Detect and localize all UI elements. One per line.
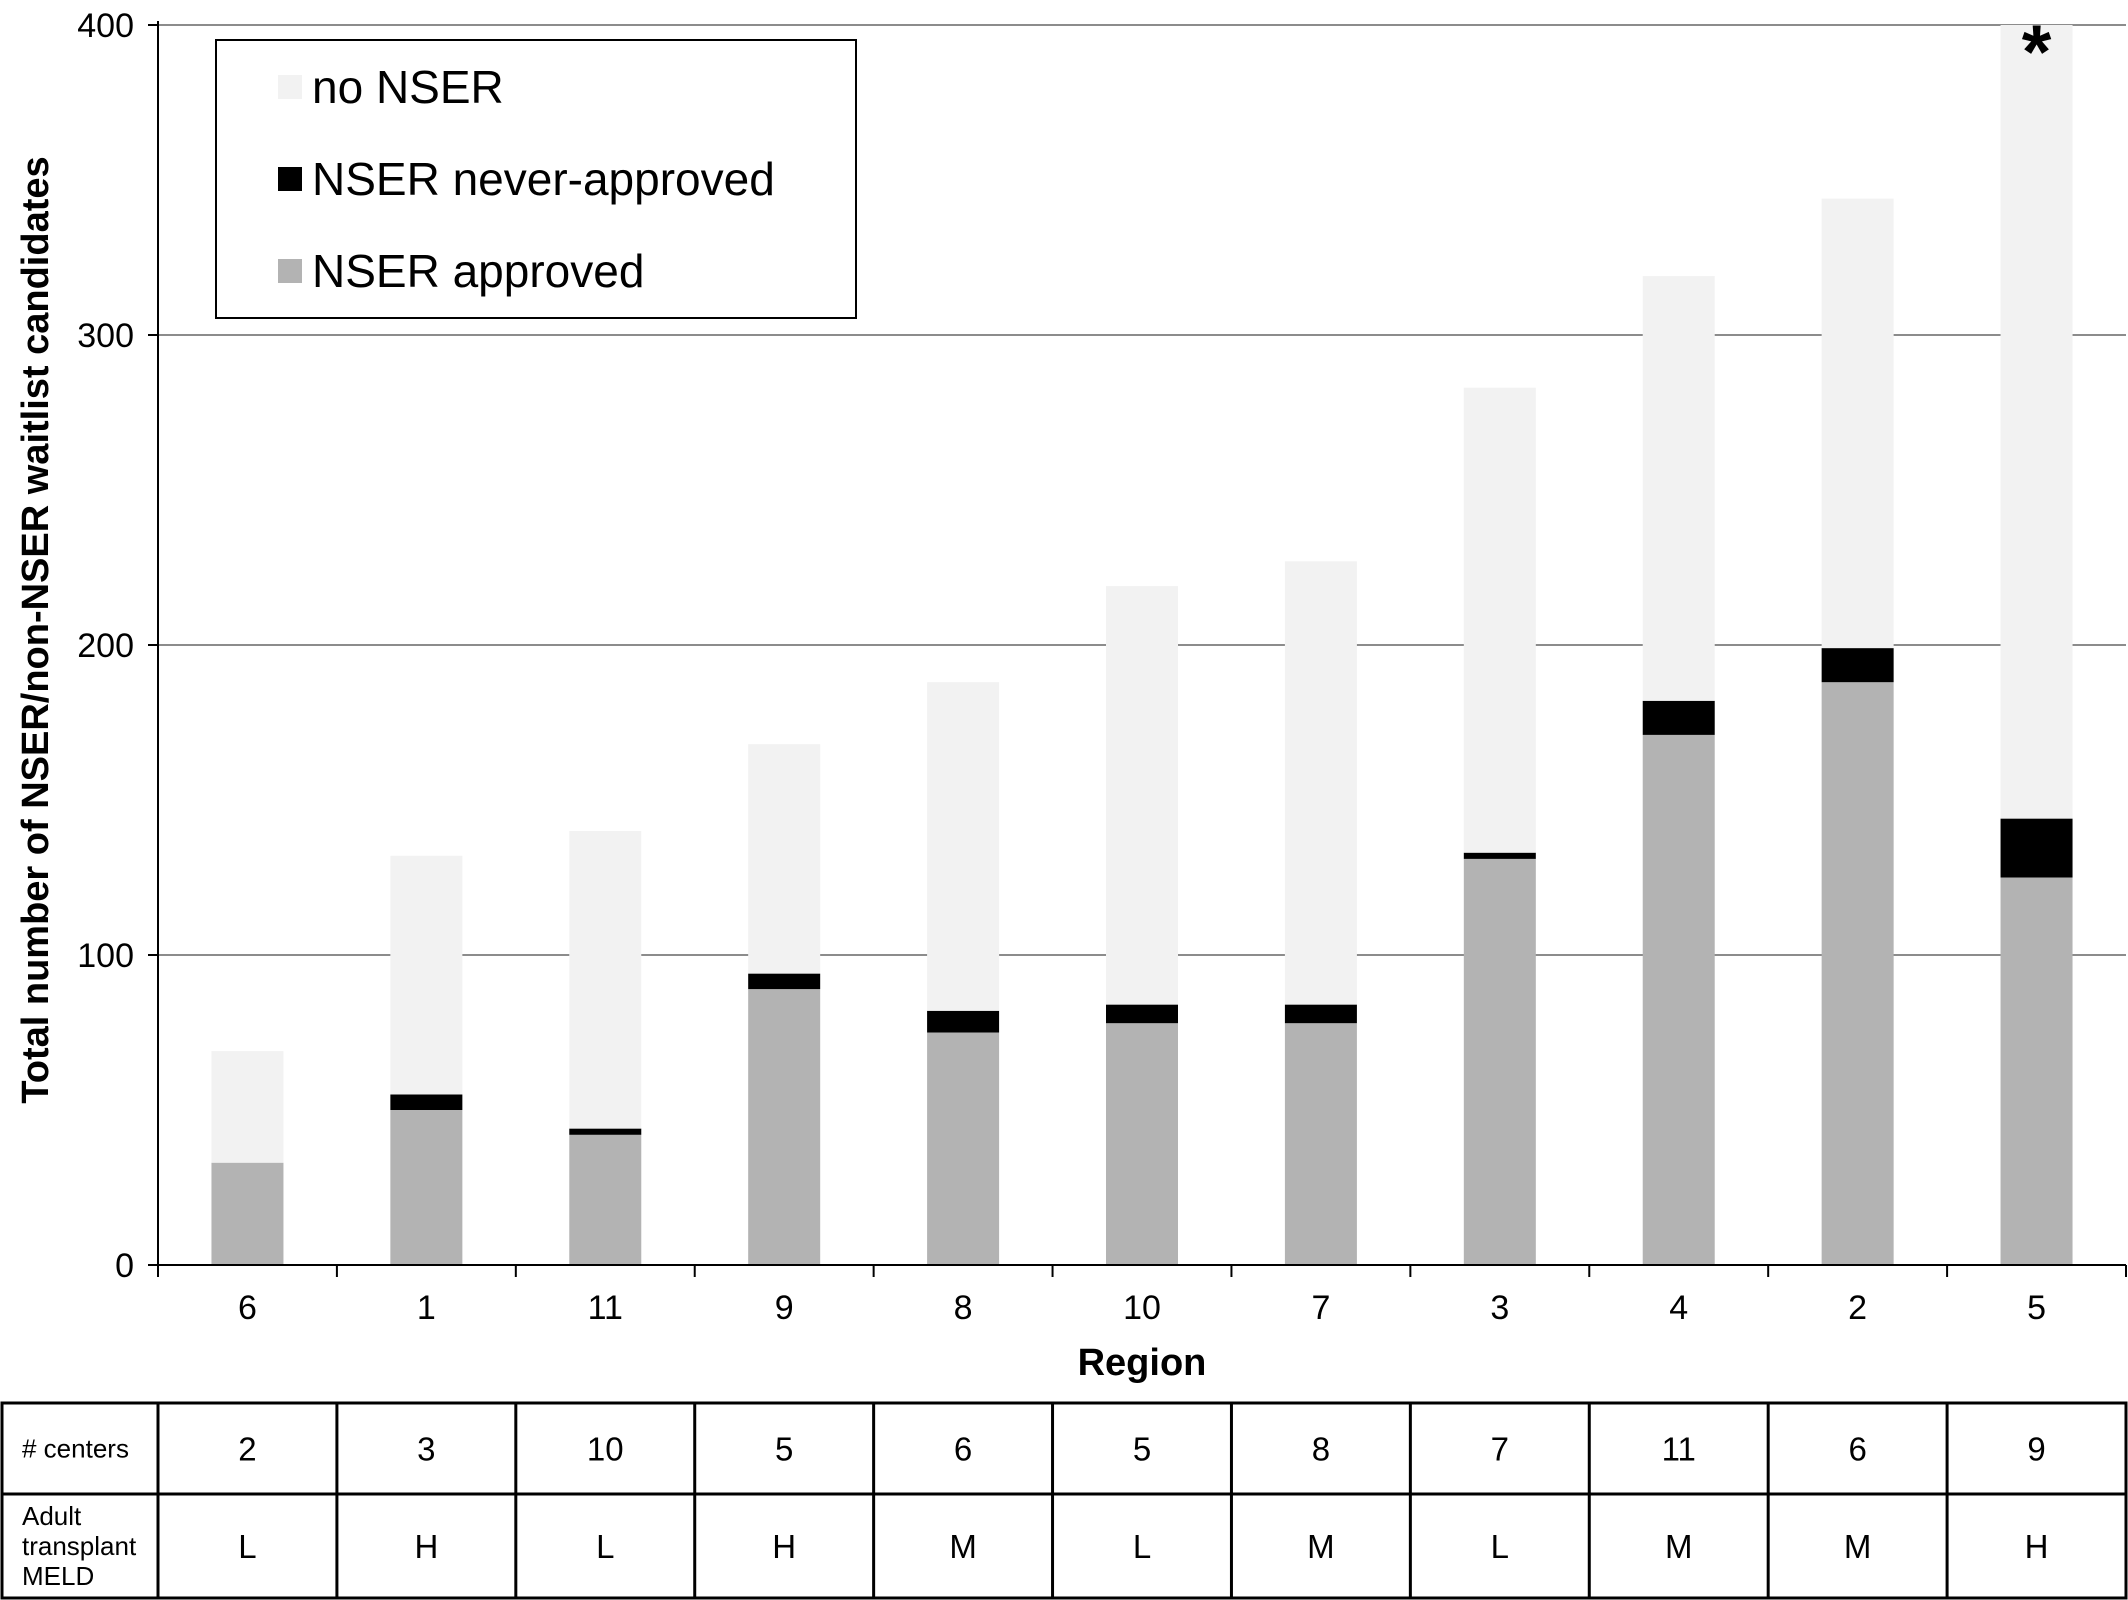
table-cell: 10 <box>587 1431 624 1468</box>
bar-segment <box>1284 1023 1357 1265</box>
y-axis-title: Total number of NSER/non-NSER waitlist c… <box>15 156 57 1103</box>
table-cell: M <box>949 1528 977 1565</box>
table-cell: L <box>1491 1528 1509 1565</box>
legend-swatch <box>278 75 302 99</box>
x-tick-label: 9 <box>775 1289 794 1327</box>
table-cell: 9 <box>2027 1431 2045 1468</box>
legend-label: NSER approved <box>312 245 644 297</box>
x-tick-label: 1 <box>417 1289 436 1327</box>
table-row-label: Adult <box>22 1501 82 1531</box>
table-cell: 7 <box>1491 1431 1509 1468</box>
table-cell: M <box>1307 1528 1335 1565</box>
bar-segment <box>390 1094 463 1110</box>
bar-segment <box>1821 198 1894 649</box>
table-row-label: MELD <box>22 1561 94 1591</box>
bar-segment <box>390 1110 463 1265</box>
legend-box <box>215 39 857 319</box>
x-axis-title: Region <box>1078 1342 1207 1384</box>
bar-segment <box>1642 734 1715 1265</box>
table-row-label: # centers <box>22 1434 129 1464</box>
bar-segment <box>927 1010 1000 1033</box>
legend: no NSER NSER never-approved NSER approved <box>215 39 857 319</box>
bar-segment <box>927 682 1000 1011</box>
bar-segment <box>2000 877 2073 1265</box>
x-tick-label: 8 <box>954 1289 973 1327</box>
y-tick-label: 400 <box>77 7 134 45</box>
table-cell: 5 <box>775 1431 793 1468</box>
bar-segment <box>1284 1004 1357 1024</box>
y-tick-label: 0 <box>115 1247 134 1285</box>
bar-segment <box>748 989 821 1265</box>
bar-segment <box>1284 561 1357 1005</box>
bar-segment <box>1106 586 1178 1005</box>
x-tick-label: 5 <box>2027 1289 2046 1327</box>
bar-segment <box>927 1032 1000 1265</box>
x-tick-label: 6 <box>238 1289 257 1327</box>
bar-segment <box>1463 852 1536 859</box>
table-cell: 6 <box>1848 1431 1866 1468</box>
bar-segment <box>2000 818 2073 878</box>
table-cell: H <box>414 1528 438 1565</box>
bar-segment <box>1463 387 1536 853</box>
table-cell: 5 <box>1133 1431 1151 1468</box>
y-tick-label: 100 <box>77 937 134 975</box>
table-cell: 2 <box>238 1431 256 1468</box>
legend-swatch <box>278 167 302 191</box>
x-tick-label: 3 <box>1490 1289 1509 1327</box>
bar-segment <box>390 855 463 1095</box>
bar-segment <box>1106 1004 1178 1024</box>
x-tick-label: 11 <box>588 1289 623 1327</box>
bar-segment <box>1463 858 1536 1265</box>
table-cell: H <box>772 1528 796 1565</box>
bar-segment <box>2000 25 2073 819</box>
bar-segment <box>1642 700 1715 735</box>
bar-segment <box>1821 648 1894 683</box>
bar-segment <box>1821 682 1894 1265</box>
x-tick-label: 7 <box>1311 1289 1330 1327</box>
legend-label: no NSER <box>312 61 504 113</box>
table-cell: H <box>2025 1528 2049 1565</box>
bar-segment <box>569 1128 642 1135</box>
y-tick-label: 300 <box>77 317 134 355</box>
bar-segment <box>569 831 642 1129</box>
table-cell: L <box>596 1528 614 1565</box>
table-cell: M <box>1844 1528 1872 1565</box>
bar-segment <box>211 1162 284 1265</box>
bar-segment <box>1642 276 1715 701</box>
table-cell: M <box>1665 1528 1693 1565</box>
table-cell: L <box>1133 1528 1151 1565</box>
y-tick-label: 200 <box>77 627 134 665</box>
bar-segment <box>211 1051 284 1163</box>
bar-segment <box>748 973 821 990</box>
table-row-label: transplant <box>22 1531 137 1561</box>
data-table: # centers 2 3 10 5 6 5 8 7 11 6 9 AdulttransplantMEL… <box>0 1401 2128 1600</box>
table-cell: 11 <box>1662 1431 1696 1468</box>
bar-segment <box>1106 1023 1178 1265</box>
legend-label: NSER never-approved <box>312 153 775 205</box>
table-cell: L <box>238 1528 256 1565</box>
significance-annotation: * <box>2022 10 2052 95</box>
table-cell: 3 <box>417 1431 435 1468</box>
table-cell: 8 <box>1312 1431 1330 1468</box>
table-cell: 6 <box>954 1431 972 1468</box>
x-tick-label: 4 <box>1669 1289 1688 1327</box>
table-border <box>0 1401 2128 1600</box>
x-tick-label: 10 <box>1123 1289 1161 1327</box>
x-tick-label: 2 <box>1848 1289 1867 1327</box>
bar-segment <box>748 744 821 974</box>
bars <box>211 25 2073 1265</box>
legend-swatch <box>278 259 302 283</box>
bar-segment <box>569 1134 642 1265</box>
